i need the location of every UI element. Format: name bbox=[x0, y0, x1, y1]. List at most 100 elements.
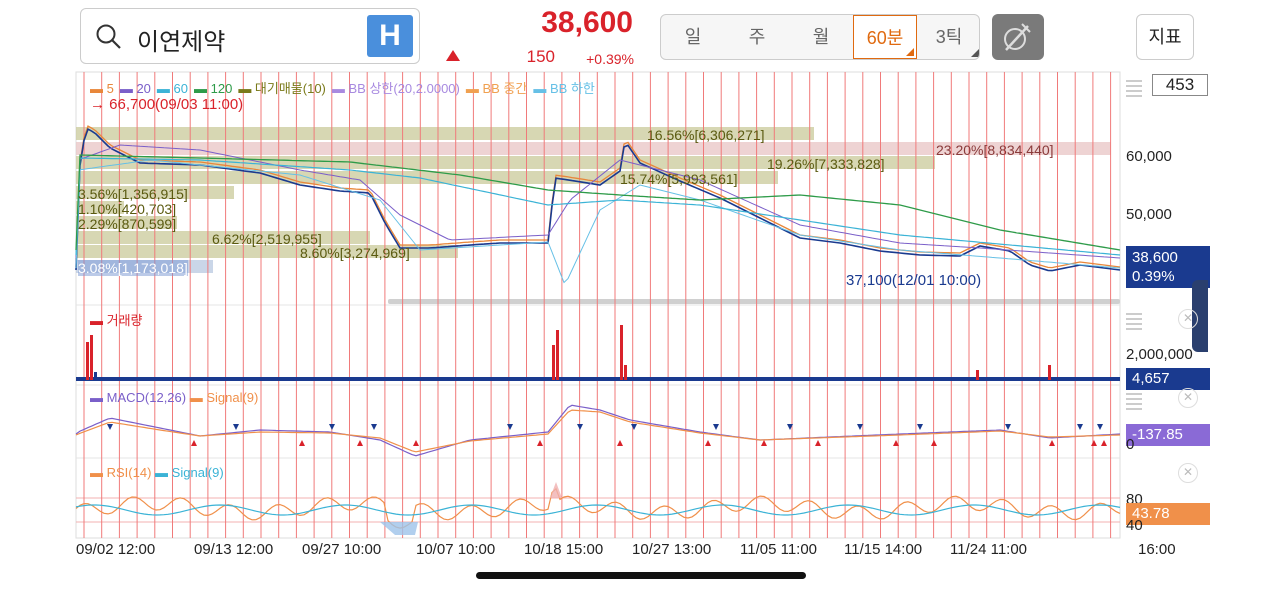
close-icon[interactable]: ✕ bbox=[1178, 388, 1198, 408]
buy-signal-arrow bbox=[191, 440, 197, 446]
macd-tag: -137.85 bbox=[1126, 424, 1210, 446]
x-tick-label: 10/27 13:00 bbox=[632, 541, 712, 558]
close-icon[interactable]: ✕ bbox=[1178, 309, 1198, 329]
legend-entry: ▬ BB 상한(20,2.0000) bbox=[331, 81, 460, 96]
current-price-tag: 38,600 0.39% bbox=[1126, 246, 1210, 288]
sell-signal-arrow bbox=[631, 424, 637, 430]
home-indicator bbox=[476, 572, 806, 579]
volume-profile-bar bbox=[76, 201, 124, 214]
sell-signal-arrow bbox=[787, 424, 793, 430]
panel-menu-icon[interactable] bbox=[1126, 313, 1142, 333]
x-tick-label: 11/24 11:00 bbox=[950, 541, 1028, 558]
rsi-overbought-fill bbox=[550, 482, 562, 498]
current-price: 38,600 bbox=[541, 6, 633, 39]
macd-line bbox=[75, 404, 1121, 457]
sell-signal-arrow bbox=[329, 424, 335, 430]
legend-entry: ▬ 20 bbox=[119, 81, 151, 96]
volume-axis-label: 2,000,000 bbox=[1126, 346, 1193, 363]
side-panel-handle[interactable] bbox=[1192, 280, 1208, 352]
period-60min[interactable]: 60분 bbox=[853, 15, 917, 59]
legend-entry: ▬ 대기매물(10) bbox=[238, 81, 326, 96]
corner-marker-icon bbox=[971, 49, 979, 57]
period-month[interactable]: 월 bbox=[812, 27, 830, 47]
x-tick-label: 11/05 11:00 bbox=[740, 541, 818, 558]
stock-search-box[interactable]: 이연제약 H bbox=[80, 8, 420, 64]
volume-bar bbox=[90, 335, 93, 380]
x-tick-label: 09/02 12:00 bbox=[76, 541, 156, 558]
h-button[interactable]: H bbox=[367, 15, 413, 57]
buy-signal-arrow bbox=[815, 440, 821, 446]
legend-entry: ▬ BB 중간 bbox=[465, 81, 528, 96]
sell-signal-arrow bbox=[577, 424, 583, 430]
buy-signal-arrow bbox=[931, 440, 937, 446]
search-icon bbox=[96, 24, 121, 49]
volume-tag: 4,657 bbox=[1126, 368, 1210, 390]
sell-signal-arrow bbox=[917, 424, 923, 430]
sell-signal-arrow bbox=[507, 424, 513, 430]
buy-signal-arrow bbox=[537, 440, 543, 446]
macd-axis-label: 0 bbox=[1126, 436, 1135, 453]
panel-menu-icon[interactable] bbox=[1126, 393, 1142, 413]
corner-marker-icon bbox=[906, 48, 914, 56]
ma60-line bbox=[75, 157, 1121, 256]
macd-signal-line bbox=[75, 409, 1121, 453]
low-price-marker: 37,100(12/01 10:00) bbox=[846, 272, 982, 289]
price-line bbox=[75, 127, 1121, 272]
buy-signal-arrow bbox=[761, 440, 767, 446]
x-tick-label: 16:00 bbox=[1138, 541, 1176, 558]
volume-profile-bar bbox=[76, 245, 458, 258]
stock-name: 이연제약 bbox=[137, 29, 226, 56]
rsi-line bbox=[75, 487, 1121, 529]
ma120-line bbox=[75, 154, 1121, 251]
volume-profile-bar bbox=[76, 142, 1111, 155]
volume-profile-label: 8.60%[3,274,969] bbox=[300, 245, 410, 261]
volume-bar bbox=[556, 330, 559, 380]
sell-signal-arrow bbox=[371, 424, 377, 430]
period-day[interactable]: 일 bbox=[684, 27, 702, 47]
buy-signal-arrow bbox=[413, 440, 419, 446]
sell-signal-arrow bbox=[857, 424, 863, 430]
buy-signal-arrow bbox=[1101, 440, 1107, 446]
sell-signal-arrow bbox=[713, 424, 719, 430]
buy-signal-arrow bbox=[617, 440, 623, 446]
price-axis-label: 50,000 bbox=[1126, 206, 1172, 223]
x-tick-label: 09/27 10:00 bbox=[302, 541, 382, 558]
period-week[interactable]: 주 bbox=[748, 27, 766, 47]
volume-baseline bbox=[76, 377, 1120, 381]
chart-scrollbar bbox=[388, 299, 1120, 304]
x-tick-label: 11/15 14:00 bbox=[844, 541, 923, 558]
bar-count[interactable]: 453 bbox=[1152, 74, 1208, 96]
close-icon[interactable]: ✕ bbox=[1178, 463, 1198, 483]
sell-signal-arrow bbox=[1097, 424, 1103, 430]
volume-profile-label: 2.29%[870,599] bbox=[78, 216, 177, 232]
price-legend: ▬ 5 ▬ 20 ▬ 60 ▬ 120 ▬ 대기매물(10) ▬ BB 상한(20,2.0… bbox=[90, 78, 601, 97]
sell-signal-arrow bbox=[1077, 424, 1083, 430]
panel-menu-icon[interactable] bbox=[1126, 80, 1142, 100]
x-tick-label: 09/13 12:00 bbox=[194, 541, 274, 558]
volume-profile-label: 16.56%[6,306,271] bbox=[647, 127, 765, 143]
volume-profile-label: 23.20%[8,834,440] bbox=[936, 142, 1054, 158]
sell-signal-arrow bbox=[233, 424, 239, 430]
sell-signal-arrow bbox=[107, 424, 113, 430]
up-triangle-icon bbox=[446, 50, 460, 61]
volume-bar bbox=[552, 345, 555, 380]
volume-profile-label: 6.62%[2,519,955] bbox=[212, 231, 322, 247]
buy-signal-arrow bbox=[893, 440, 899, 446]
buy-signal-arrow bbox=[1049, 440, 1055, 446]
rsi-oversold-fill bbox=[380, 522, 418, 535]
volume-profile-label: 3.08%[1,173,018] bbox=[78, 260, 188, 276]
buy-signal-arrow bbox=[705, 440, 711, 446]
buy-signal-arrow bbox=[1091, 440, 1097, 446]
legend-entry: ▬ BB 하한 bbox=[533, 81, 595, 96]
period-3tick[interactable]: 3틱 bbox=[917, 15, 979, 59]
indicator-button[interactable]: 지표 bbox=[1136, 14, 1194, 60]
price-axis-label: 60,000 bbox=[1126, 148, 1172, 165]
volume-bar bbox=[94, 372, 97, 380]
legend-entry: ▬ 120 bbox=[194, 81, 233, 96]
ma5-line bbox=[75, 125, 1121, 269]
sell-signal-arrow bbox=[1005, 424, 1011, 430]
macd-legend: ▬ MACD(12,26) ▬ Signal(9) bbox=[90, 390, 259, 405]
price-change-pct: +0.39% bbox=[586, 51, 634, 67]
drawing-tool-button[interactable] bbox=[992, 14, 1044, 60]
